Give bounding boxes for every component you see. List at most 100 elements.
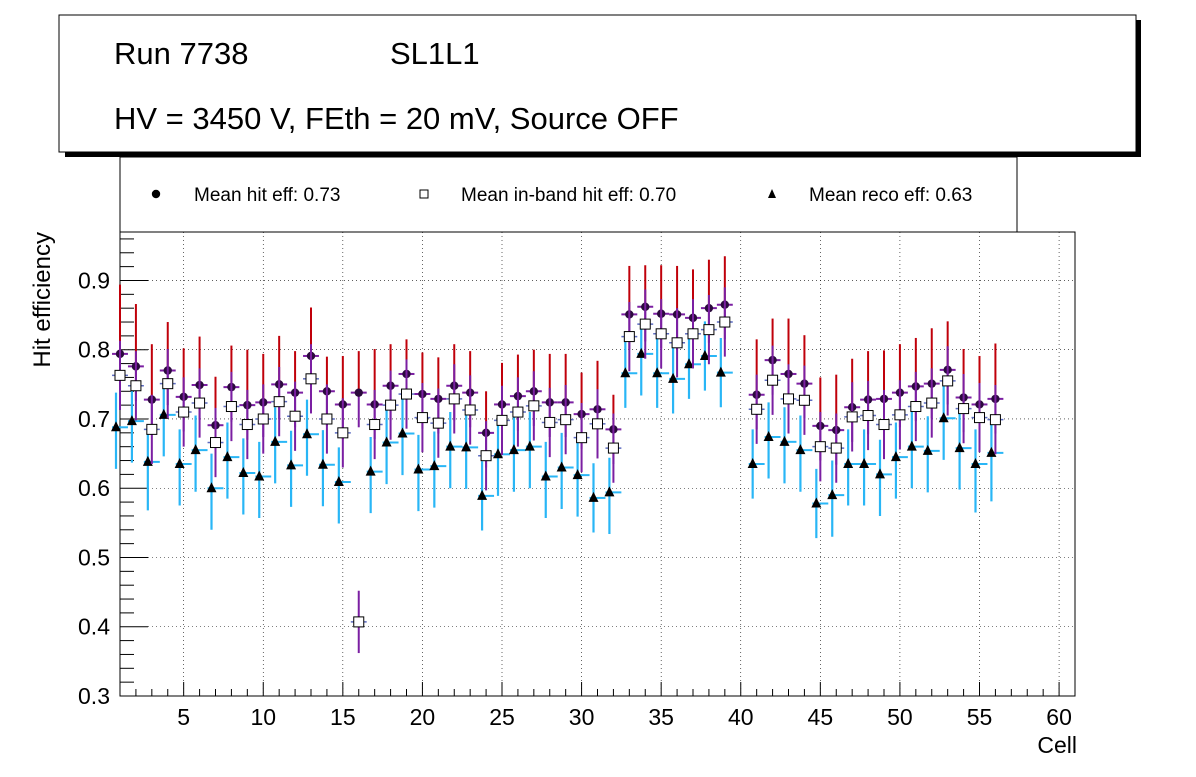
reco-point [652, 367, 663, 378]
inband-point [130, 380, 142, 392]
x-tick-label: 5 [177, 704, 190, 730]
inband-point [369, 419, 381, 431]
reco-point [254, 470, 265, 481]
legend-hit-label: Mean hit eff: 0.73 [194, 185, 340, 206]
reco-point [811, 497, 822, 508]
inband-point [305, 373, 317, 385]
legend-reco-label: Mean reco eff: 0.63 [809, 185, 972, 206]
y-axis-ticks: 0.3 0.4 0.5 0.6 0.7 0.8 0.9 [78, 238, 148, 709]
reco-point [524, 440, 535, 451]
reco-point [477, 489, 488, 500]
reco-point [970, 458, 981, 468]
inband-point [289, 410, 301, 422]
reco-point [843, 458, 854, 468]
inband-point [480, 450, 492, 462]
inband-point [894, 409, 906, 421]
reco-point [636, 347, 647, 358]
inband-point [671, 337, 683, 349]
inband-point [432, 417, 444, 429]
reco-point [572, 469, 583, 480]
reco-point [795, 444, 806, 455]
inband-point [703, 324, 715, 336]
reco-point [684, 358, 694, 369]
reco-point [954, 442, 965, 453]
legend-box [119, 156, 1018, 233]
x-tick-label: 35 [648, 704, 674, 730]
reco-point [142, 455, 153, 466]
inband-point [910, 401, 922, 413]
inband-point [942, 375, 954, 387]
reco-point [604, 486, 615, 497]
reco-point [397, 427, 408, 438]
inband-point [862, 410, 874, 422]
reco-point [190, 444, 201, 455]
y-tick-label: 0.4 [78, 614, 110, 640]
inband-point [257, 413, 269, 425]
reco-point [827, 489, 838, 500]
reco-point [365, 465, 376, 476]
inband-point [162, 378, 174, 390]
inband-point [814, 441, 826, 453]
legend-hit-marker [151, 189, 161, 199]
y-tick-label: 0.7 [78, 406, 110, 432]
legend-inband-marker [419, 189, 429, 199]
inband-point [146, 423, 158, 435]
reco-point [317, 458, 328, 469]
reco-point [286, 459, 297, 470]
reco-point [238, 467, 249, 478]
reco-point [174, 458, 185, 468]
inband-point [496, 414, 508, 426]
reco-point [302, 428, 312, 439]
inband-point [353, 616, 365, 628]
inband-point [798, 394, 810, 406]
inband-point [448, 393, 460, 405]
inband-point [576, 432, 588, 444]
inband-point [464, 404, 476, 416]
inband-point [194, 397, 206, 409]
reco-point [588, 491, 599, 502]
reco-point [111, 421, 121, 432]
x-tick-label: 55 [967, 704, 993, 730]
reco-point [620, 367, 631, 378]
x-axis-ticks: 5 10 15 20 25 30 35 40 45 50 55 60 [119, 682, 1076, 730]
inband-point [241, 419, 253, 431]
inband-point [273, 396, 285, 408]
reco-point [779, 435, 790, 446]
reco-point [222, 451, 233, 462]
reco-point [158, 408, 169, 419]
inband-point [592, 418, 603, 430]
inband-point [178, 406, 190, 418]
inband-point [719, 316, 731, 328]
reco-point [445, 440, 456, 451]
inband-point [926, 397, 938, 409]
reco-point [699, 349, 710, 360]
reco-point [206, 482, 217, 493]
reco-point [763, 430, 774, 441]
header-box [58, 14, 1137, 153]
x-tick-label: 10 [250, 704, 276, 730]
inband-point [401, 388, 412, 400]
inband-point [687, 328, 699, 340]
grid-lines [120, 232, 1075, 696]
reco-point [126, 415, 137, 426]
reco-point [986, 446, 997, 457]
inband-point [544, 416, 556, 428]
inband-point [830, 442, 842, 454]
y-tick-label: 0.5 [78, 544, 110, 570]
layer-label: SL1L1 [390, 36, 480, 71]
reco-point [859, 458, 870, 468]
reco-point [890, 451, 901, 462]
reco-point [556, 461, 567, 472]
reco-point [922, 444, 933, 455]
x-tick-label: 40 [728, 704, 754, 730]
data-marks [111, 256, 1004, 654]
reco-point [906, 440, 917, 451]
reco-point [461, 441, 472, 452]
reco-point [715, 366, 726, 377]
inband-point [416, 412, 428, 424]
run-label: Run 7738 [114, 36, 248, 71]
x-tick-label: 45 [808, 704, 834, 730]
inband-point [767, 374, 779, 386]
